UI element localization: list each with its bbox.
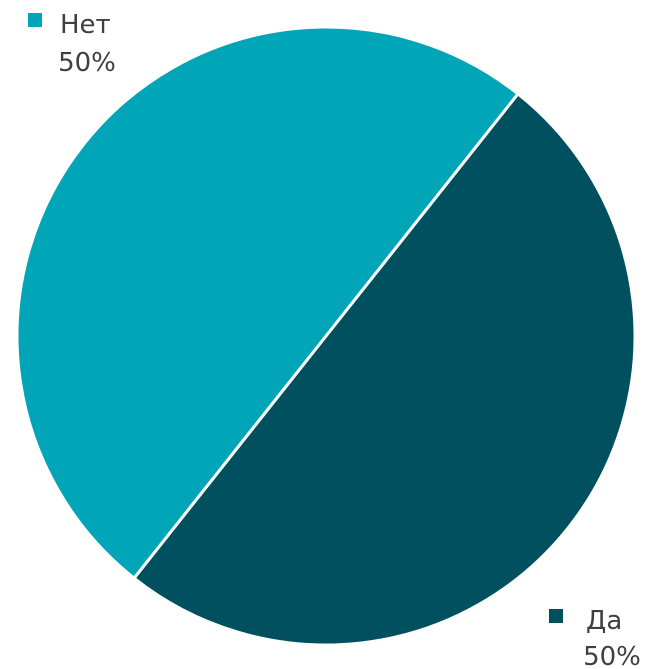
- value-label-2: 50%: [58, 48, 116, 78]
- value-label-1: 50%: [583, 642, 641, 669]
- category-label-2: Нет: [60, 10, 111, 40]
- legend-marker-2: [28, 13, 42, 27]
- pie-slices: [15, 25, 637, 647]
- pie-slice-1: [131, 91, 637, 647]
- slice-label-2: Нет 50%: [28, 10, 116, 78]
- slice-labels: Да 50% Нет 50%: [28, 10, 641, 669]
- pie-slice-2: [15, 25, 521, 581]
- category-label-1: Да: [586, 606, 622, 636]
- slice-label-1: Да 50%: [549, 606, 641, 669]
- legend-marker-1: [549, 609, 563, 623]
